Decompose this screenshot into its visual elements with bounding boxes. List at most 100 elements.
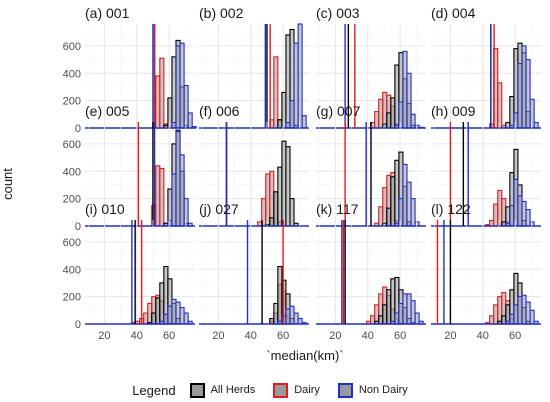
dairy-bar <box>378 98 384 129</box>
panel-title: (j) 027 <box>199 201 239 217</box>
dairy-bar <box>489 315 495 325</box>
non-dairy-bar <box>167 219 173 227</box>
dairy-bar <box>265 173 271 227</box>
dairy-bar <box>273 56 279 129</box>
dairy-bar <box>143 312 149 325</box>
all-herds-bar <box>394 64 400 129</box>
non-dairy-bar <box>163 313 169 325</box>
all-herds-bar <box>505 121 511 129</box>
non-dairy-bar <box>521 45 527 129</box>
legend-key-dairy <box>273 382 289 398</box>
y-tick-label: 400 <box>63 68 81 80</box>
all-herds-bar <box>155 297 161 325</box>
x-tick-label: 40 <box>245 330 257 342</box>
all-herds-bar <box>289 198 295 227</box>
panel-title: (c) 003 <box>316 5 360 21</box>
non-dairy-bar <box>410 113 416 129</box>
facet-panel: (k) 117 20 40 60 <box>316 201 426 342</box>
panel-title: (g) 007 <box>316 103 361 119</box>
non-dairy-bar <box>187 112 193 129</box>
dairy-bar <box>493 304 499 325</box>
dairy-bar <box>497 82 503 129</box>
y-tick-label: 600 <box>63 237 81 249</box>
dairy-bar <box>374 111 380 129</box>
panel-title: (f) 006 <box>199 103 240 119</box>
non-dairy-bar <box>175 301 181 325</box>
x-tick-label: 40 <box>131 330 143 342</box>
y-tick-label: 200 <box>63 96 81 108</box>
facet-panel: (f) 006 <box>199 103 309 227</box>
all-herds-bar <box>159 282 165 325</box>
dairy-bar <box>155 165 161 227</box>
facet-panel: (h) 009 <box>431 103 541 227</box>
non-dairy-bar <box>517 195 523 227</box>
all-herds-bar <box>167 97 173 129</box>
non-dairy-bar <box>509 204 515 227</box>
panel-title: (a) 001 <box>85 5 130 21</box>
legend-key-non-dairy <box>337 382 353 398</box>
non-dairy-bar <box>289 305 295 325</box>
all-herds-bar <box>281 91 287 129</box>
y-axis-label: count <box>0 168 15 200</box>
facet-panel: (d) 004 <box>431 5 541 129</box>
non-dairy-bar <box>525 301 531 325</box>
panel-title: (d) 004 <box>431 5 476 21</box>
legend-label-all-herds: All Herds <box>210 384 256 396</box>
non-dairy-bar <box>183 312 189 325</box>
all-herds-bar <box>501 315 507 325</box>
non-dairy-bar <box>410 300 416 325</box>
x-tick-label: 20 <box>212 330 224 342</box>
dairy-bar <box>497 189 503 227</box>
non-dairy-bar <box>521 294 527 325</box>
all-herds-bar <box>378 315 384 325</box>
dairy-bar <box>382 187 388 227</box>
x-tick-label: 60 <box>509 330 521 342</box>
non-dairy-bar <box>513 304 519 325</box>
y-tick-label: 200 <box>63 292 81 304</box>
x-tick-label: 60 <box>163 330 175 342</box>
non-dairy-bar <box>175 131 181 227</box>
y-tick-label: 400 <box>63 264 81 276</box>
non-dairy-bar <box>402 163 408 227</box>
facet-panel: (c) 003 <box>316 5 426 129</box>
all-herds-bar <box>386 207 392 227</box>
panel-title: (b) 002 <box>199 5 244 21</box>
non-dairy-bar <box>513 112 519 129</box>
panel-title: (l) 122 <box>431 201 471 217</box>
all-herds-bar <box>269 317 275 325</box>
non-dairy-bar <box>402 50 408 129</box>
all-herds-bar <box>509 95 515 129</box>
x-tick-label: 40 <box>477 330 489 342</box>
x-tick-label: 20 <box>444 330 456 342</box>
non-dairy-bar <box>171 173 177 227</box>
non-dairy-bar <box>285 308 291 325</box>
non-dairy-bar <box>179 154 185 227</box>
all-herds-bar <box>394 159 400 227</box>
y-tick-label: 400 <box>63 166 81 178</box>
all-herds-bar <box>386 289 392 325</box>
legend-label-dairy: Dairy <box>294 384 320 396</box>
panel-title: (e) 005 <box>85 103 130 119</box>
non-dairy-bar <box>171 121 177 129</box>
non-dairy-bar <box>297 317 303 325</box>
non-dairy-bar <box>406 293 412 325</box>
dairy-bar <box>493 203 499 227</box>
legend-key-all-herds <box>189 382 205 398</box>
dairy-bar <box>378 206 384 227</box>
all-herds-bar <box>281 140 287 227</box>
non-dairy-bar <box>394 312 400 325</box>
non-dairy-bar <box>398 198 404 227</box>
x-tick-label: 20 <box>98 330 110 342</box>
dairy-bar <box>382 91 388 129</box>
non-dairy-bar <box>533 121 539 129</box>
y-tick-label: 600 <box>63 139 81 151</box>
y-tick-label: 600 <box>63 41 81 53</box>
non-dairy-bar <box>175 45 181 129</box>
non-dairy-bar <box>179 42 185 129</box>
x-tick-label: 60 <box>394 330 406 342</box>
all-herds-bar <box>277 166 283 227</box>
all-herds-bar <box>382 304 388 325</box>
non-dairy-bar <box>171 298 177 325</box>
